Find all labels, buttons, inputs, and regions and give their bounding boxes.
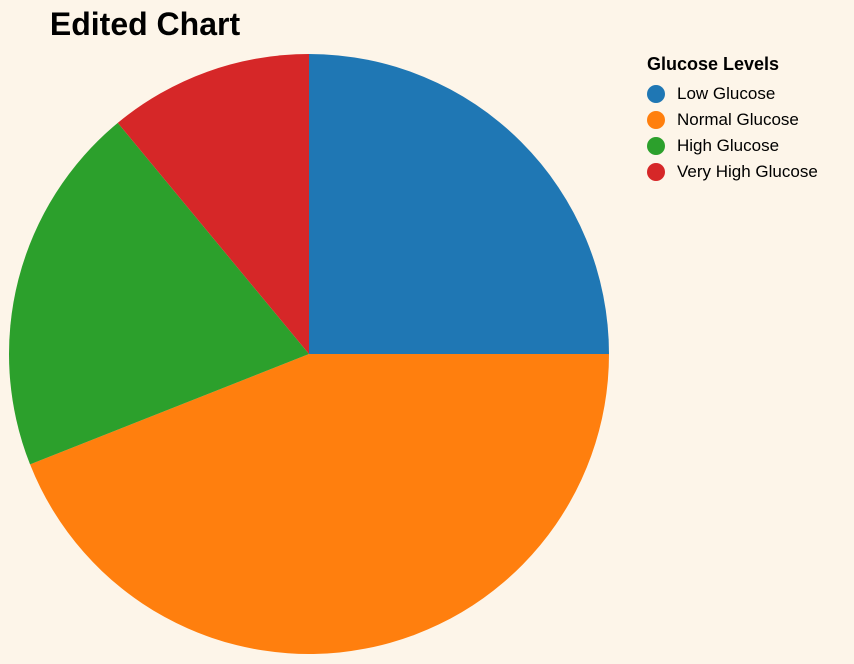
legend-item-very-high-glucose: Very High Glucose	[647, 159, 818, 185]
pie-slice-normal-glucose	[30, 354, 609, 654]
legend-swatch-high-glucose	[647, 137, 665, 155]
pie-slice-low-glucose	[309, 54, 609, 354]
chart-title-wrapper: Edited Chart	[0, 6, 570, 43]
legend-label-very-high-glucose: Very High Glucose	[677, 162, 818, 181]
legend-item-high-glucose: High Glucose	[647, 133, 818, 159]
legend-label-low-glucose: Low Glucose	[677, 84, 776, 103]
legend-swatch-very-high-glucose	[647, 163, 665, 181]
legend-label-high-glucose: High Glucose	[677, 136, 780, 155]
legend-label-normal-glucose: Normal Glucose	[677, 110, 799, 129]
legend-item-normal-glucose: Normal Glucose	[647, 107, 818, 133]
pie-slice-very-high-glucose	[117, 54, 310, 354]
legend-title: Glucose Levels	[647, 54, 780, 74]
legend-items: Low Glucose Normal Glucose High Glucose Ver…	[647, 81, 818, 185]
legend-swatch-normal-glucose	[647, 111, 665, 129]
legend-swatch-low-glucose	[647, 85, 665, 103]
chart-title: Edited Chart	[49, 6, 241, 42]
legend: Glucose Levels Low Glucose Normal Glucose…	[647, 54, 818, 185]
pie-slice-high-glucose	[8, 122, 310, 465]
legend-item-low-glucose: Low Glucose	[647, 81, 818, 107]
